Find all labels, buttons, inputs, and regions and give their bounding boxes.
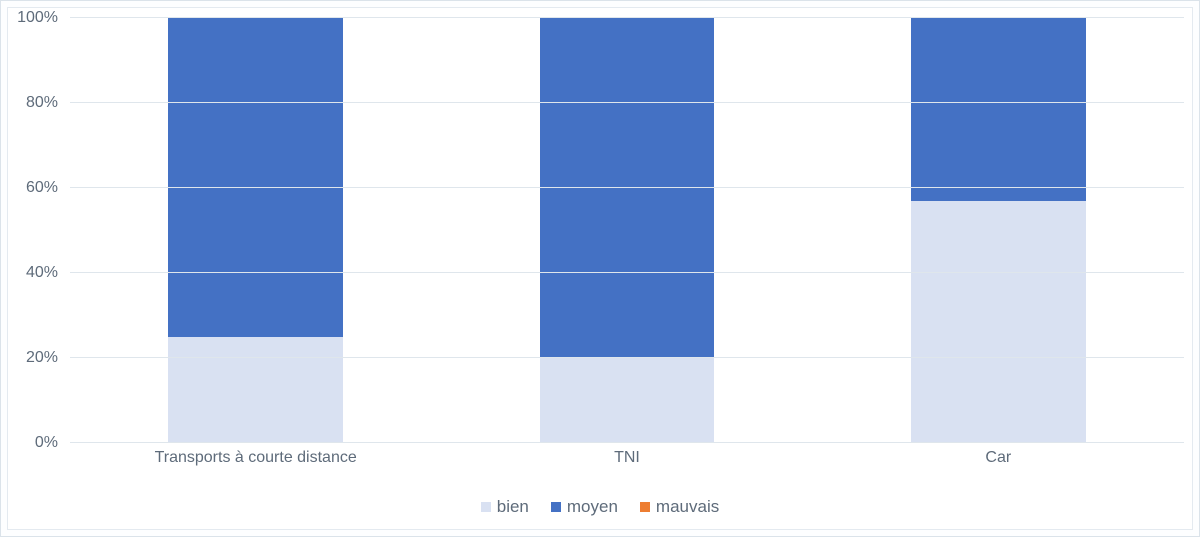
chart-frame: 0% 20% 40% 60% 80% 100% Transports à courte d… bbox=[0, 0, 1200, 537]
chart-card: 0% 20% 40% 60% 80% 100% Transports à courte d… bbox=[7, 7, 1193, 530]
bar-stack bbox=[168, 18, 343, 443]
x-tick-label: Transports à courte distance bbox=[70, 449, 441, 475]
bar-segment-bien bbox=[540, 358, 715, 443]
legend-swatch bbox=[481, 502, 491, 512]
bar-segment-moyen bbox=[540, 18, 715, 358]
category-slot bbox=[813, 18, 1184, 443]
bar-segment-bien bbox=[168, 337, 343, 443]
gridline bbox=[70, 17, 1184, 18]
x-axis: Transports à courte distanceTNICar bbox=[70, 449, 1184, 475]
x-tick-label: TNI bbox=[441, 449, 812, 475]
legend-label: mauvais bbox=[656, 497, 719, 517]
bar-segment-moyen bbox=[911, 18, 1086, 201]
y-axis: 0%20%40%60%80%100% bbox=[8, 18, 64, 443]
y-tick-label: 100% bbox=[17, 9, 58, 27]
bar-stack bbox=[540, 18, 715, 443]
legend-swatch bbox=[551, 502, 561, 512]
bar-segment-moyen bbox=[168, 18, 343, 337]
y-tick-label: 40% bbox=[26, 264, 58, 282]
gridline bbox=[70, 272, 1184, 273]
legend-item-mauvais: mauvais bbox=[640, 497, 719, 517]
bar-stack bbox=[911, 18, 1086, 443]
legend-item-moyen: moyen bbox=[551, 497, 618, 517]
y-tick-label: 20% bbox=[26, 349, 58, 367]
legend-item-bien: bien bbox=[481, 497, 529, 517]
gridline bbox=[70, 442, 1184, 443]
gridline bbox=[70, 102, 1184, 103]
legend: bien moyen mauvais bbox=[8, 497, 1192, 517]
legend-label: bien bbox=[497, 497, 529, 517]
gridline bbox=[70, 187, 1184, 188]
category-slot bbox=[441, 18, 812, 443]
category-slot bbox=[70, 18, 441, 443]
y-tick-label: 60% bbox=[26, 179, 58, 197]
bars-row bbox=[70, 18, 1184, 443]
bar-segment-bien bbox=[911, 201, 1086, 443]
gridline bbox=[70, 357, 1184, 358]
plot-area bbox=[70, 18, 1184, 443]
y-tick-label: 0% bbox=[35, 434, 58, 452]
y-tick-label: 80% bbox=[26, 94, 58, 112]
x-tick-label: Car bbox=[813, 449, 1184, 475]
legend-label: moyen bbox=[567, 497, 618, 517]
legend-swatch bbox=[640, 502, 650, 512]
